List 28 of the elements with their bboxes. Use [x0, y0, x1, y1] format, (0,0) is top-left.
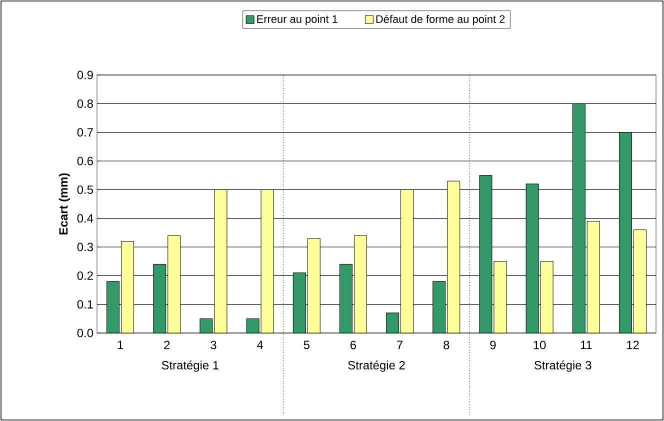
y-tick-label: 0.9	[77, 70, 93, 80]
x-tick-label: 10	[534, 340, 546, 350]
y-tick-label: 0.7	[77, 128, 93, 137]
text: Stratégie 3	[534, 360, 592, 372]
x-tick-label: 1	[118, 340, 124, 349]
x-tick-label: 3	[210, 340, 216, 350]
x-tick-label: 4	[257, 340, 264, 349]
legend-label: Défaut de forme au point 2	[376, 14, 505, 26]
y-tick-label: 0.3	[77, 242, 93, 252]
text: Stratégie 2	[348, 360, 405, 372]
x-tick-label: 11	[580, 340, 592, 349]
y-tick-label: 0.4	[77, 214, 94, 223]
x-tick-label: 6	[350, 340, 356, 350]
text: Stratégie 1	[162, 360, 218, 372]
y-tick-label: 0.0	[77, 328, 94, 338]
y-tick-label: 0.5	[77, 185, 93, 194]
x-tick-label: 8	[444, 340, 450, 350]
x-tick-label: 9	[490, 340, 496, 350]
x-tick-label: 5	[304, 340, 310, 350]
y-tick-label: 0.6	[77, 156, 93, 166]
y-tick-label: 0.8	[77, 99, 93, 108]
y-axis-title: Ecart (mm)	[58, 173, 70, 234]
x-tick-label: 12	[626, 340, 639, 350]
y-tick-label: 0.1	[77, 300, 93, 309]
y-tick-label: 0.2	[77, 271, 93, 280]
legend-label: Erreur au point 1	[257, 14, 338, 26]
x-tick-label: 7	[397, 340, 403, 349]
x-tick-label: 2	[164, 340, 170, 350]
